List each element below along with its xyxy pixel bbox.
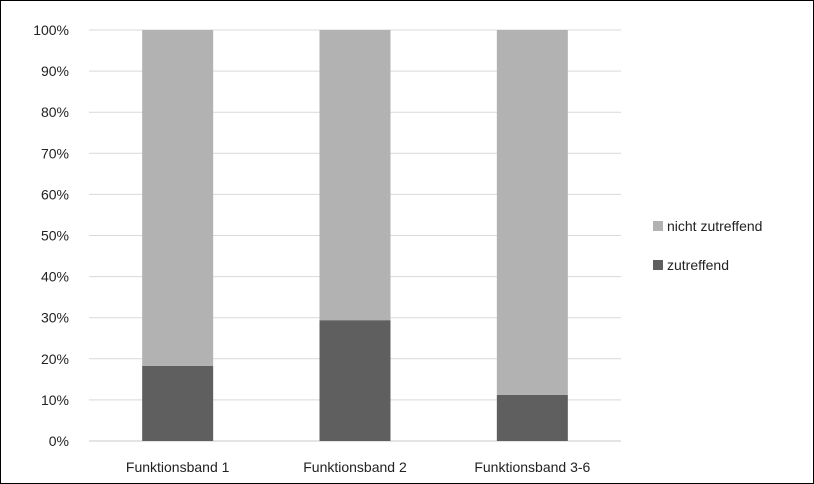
x-tick-label: Funktionsband 2 — [303, 459, 407, 475]
legend-item: nicht zutreffend — [653, 218, 762, 234]
legend-swatch — [653, 221, 663, 231]
bar-nicht-zutreffend-3 — [496, 30, 568, 395]
y-tick-label: 0% — [49, 433, 69, 449]
y-axis-ticks: 0% 10% 20% 30% 40% 50% 60% 70% 80% 90% 100% — [33, 22, 69, 449]
y-tick-label: 10% — [41, 392, 69, 408]
x-axis-ticks: Funktionsband 1 Funktionsband 2 Funktionsb… — [126, 459, 591, 475]
legend-label: nicht zutreffend — [667, 218, 762, 234]
y-tick-label: 20% — [41, 351, 69, 367]
y-tick-label: 100% — [33, 22, 69, 38]
bar-nicht-zutreffend-1 — [142, 30, 214, 366]
x-tick-label: Funktionsband 1 — [126, 459, 230, 475]
bar-zutreffend-2 — [319, 320, 391, 441]
y-tick-label: 40% — [41, 269, 69, 285]
bar-zutreffend-3 — [496, 394, 568, 441]
bars — [142, 30, 568, 441]
x-tick-label: Funktionsband 3-6 — [474, 459, 590, 475]
y-tick-label: 60% — [41, 186, 69, 202]
y-tick-label: 90% — [41, 63, 69, 79]
legend: nicht zutreffend zutreffend — [653, 218, 762, 273]
y-tick-label: 50% — [41, 228, 69, 244]
legend-label: zutreffend — [667, 257, 729, 273]
y-tick-label: 80% — [41, 104, 69, 120]
y-tick-label: 70% — [41, 145, 69, 161]
y-tick-label: 30% — [41, 310, 69, 326]
legend-swatch — [653, 260, 663, 270]
bar-zutreffend-1 — [142, 365, 214, 441]
bar-nicht-zutreffend-2 — [319, 30, 391, 321]
legend-item: zutreffend — [653, 257, 729, 273]
